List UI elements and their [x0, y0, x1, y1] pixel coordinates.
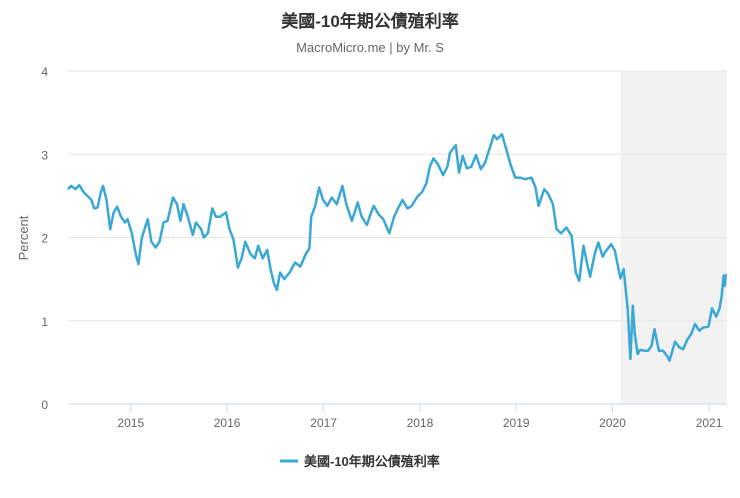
y-tick-label: 0	[41, 398, 48, 412]
y-tick-label: 4	[41, 65, 48, 79]
y-tick-label: 2	[41, 232, 48, 246]
grid-lines	[68, 70, 727, 405]
series-group	[67, 133, 727, 362]
x-tick-label: 2016	[214, 416, 241, 430]
legend[interactable]: 美國-10年期公債殖利率	[280, 454, 440, 469]
x-tick-label: 2019	[503, 416, 530, 430]
y-axis: 0 1 2 3 4	[41, 65, 48, 412]
x-tick-label: 2021	[696, 416, 723, 430]
x-tick-label: 2018	[407, 416, 434, 430]
y-tick-label: 3	[41, 148, 48, 162]
chart-subtitle: MacroMicro.me | by Mr. S	[296, 40, 444, 55]
x-axis: 2015 2016 2017 2018 2019 2020 2021	[117, 404, 723, 430]
y-axis-label: Percent	[16, 215, 31, 260]
x-tick-label: 2017	[310, 416, 337, 430]
legend-label[interactable]: 美國-10年期公債殖利率	[304, 454, 440, 469]
chart-title: 美國-10年期公債殖利率	[281, 11, 459, 31]
x-tick-label: 2020	[599, 416, 626, 430]
series-line[interactable]	[67, 133, 727, 362]
x-tick-label: 2015	[117, 416, 144, 430]
y-tick-label: 1	[41, 315, 48, 329]
